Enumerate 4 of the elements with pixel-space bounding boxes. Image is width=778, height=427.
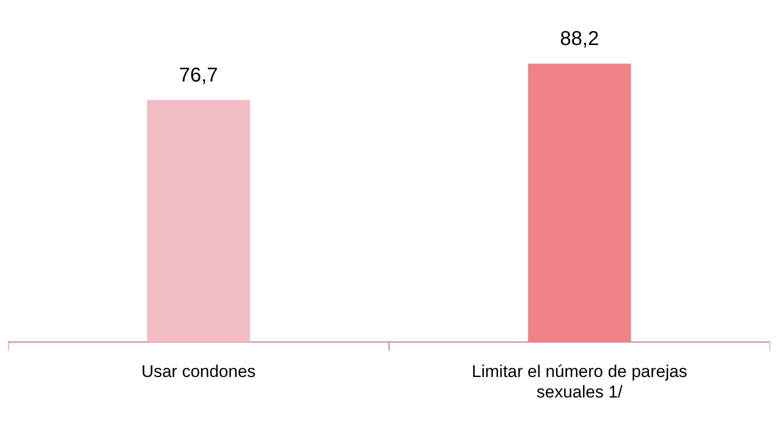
data-label: 88,2 [560,28,599,50]
x-tick-label: Limitar el número de parejas sexuales 1/ [472,362,688,402]
data-label: 76,7 [179,64,218,87]
x-tick-label: Usar condones [141,362,256,382]
